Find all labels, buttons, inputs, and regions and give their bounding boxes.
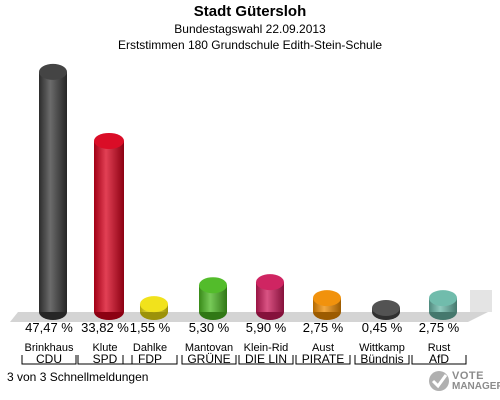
party-label: CDU bbox=[36, 352, 62, 366]
value-label: 47,47 % bbox=[25, 320, 73, 335]
chart-title: Stadt Gütersloh bbox=[193, 3, 307, 20]
value-label: 0,45 % bbox=[362, 320, 403, 335]
value-label: 2,75 % bbox=[419, 320, 460, 335]
party-bracket bbox=[238, 355, 294, 365]
party-bracket bbox=[122, 355, 178, 365]
candidate-label: Wittkamp bbox=[359, 342, 405, 354]
value-label: 33,82 % bbox=[81, 320, 129, 335]
votemanager-logo: VOTE MANAGER bbox=[428, 366, 500, 396]
bar-top bbox=[39, 63, 67, 80]
candidate-label: Mantovan bbox=[185, 342, 233, 354]
party-bracket bbox=[181, 355, 237, 365]
party-label: GRÜNE bbox=[187, 352, 230, 366]
value-label: 2,75 % bbox=[303, 320, 344, 335]
value-label: 5,90 % bbox=[246, 320, 287, 335]
party-label: PIRATE bbox=[302, 352, 344, 366]
party-label: DIE LIN bbox=[245, 352, 287, 366]
bar-top bbox=[256, 274, 284, 291]
bar bbox=[94, 140, 124, 312]
chart-subtitle-polling-station: Erststimmen 180 Grundschule Edith-Stein-… bbox=[117, 38, 383, 52]
party-label: FDP bbox=[138, 352, 162, 366]
bar-top bbox=[372, 300, 400, 316]
bar-top bbox=[313, 290, 341, 307]
party-label: Bündnis bbox=[360, 352, 403, 366]
chart-floor-edge bbox=[470, 290, 492, 312]
party-bracket bbox=[21, 355, 77, 365]
candidate-label: Klein-Rid bbox=[244, 342, 289, 354]
value-label: 1,55 % bbox=[130, 320, 171, 335]
bar-top bbox=[94, 132, 124, 149]
candidate-label: Aust bbox=[312, 342, 334, 354]
report-status: 3 von 3 Schnellmeldungen bbox=[7, 370, 149, 384]
votemanager-mark-icon bbox=[429, 371, 449, 391]
chart-floor bbox=[10, 312, 488, 322]
candidate-label: Dahlke bbox=[133, 342, 167, 354]
logo-text-manager: MANAGER bbox=[452, 381, 500, 392]
bar-top bbox=[429, 290, 457, 307]
value-label: 5,30 % bbox=[189, 320, 230, 335]
bar bbox=[39, 71, 67, 313]
party-label: SPD bbox=[93, 352, 118, 366]
party-bracket bbox=[295, 355, 351, 365]
bar-top bbox=[199, 277, 227, 294]
party-bracket bbox=[77, 355, 133, 365]
party-bracket bbox=[354, 355, 410, 365]
party-label: AfD bbox=[429, 352, 449, 366]
party-bracket bbox=[411, 355, 467, 365]
chart-subtitle: Bundestagswahl 22.09.2013 bbox=[174, 22, 326, 36]
candidate-label: Brinkhaus bbox=[25, 342, 74, 354]
candidate-label: Klute bbox=[92, 342, 117, 354]
candidate-label: Rust bbox=[428, 342, 451, 354]
logo-text-vote: VOTE bbox=[452, 370, 484, 382]
bar-top bbox=[140, 296, 168, 313]
